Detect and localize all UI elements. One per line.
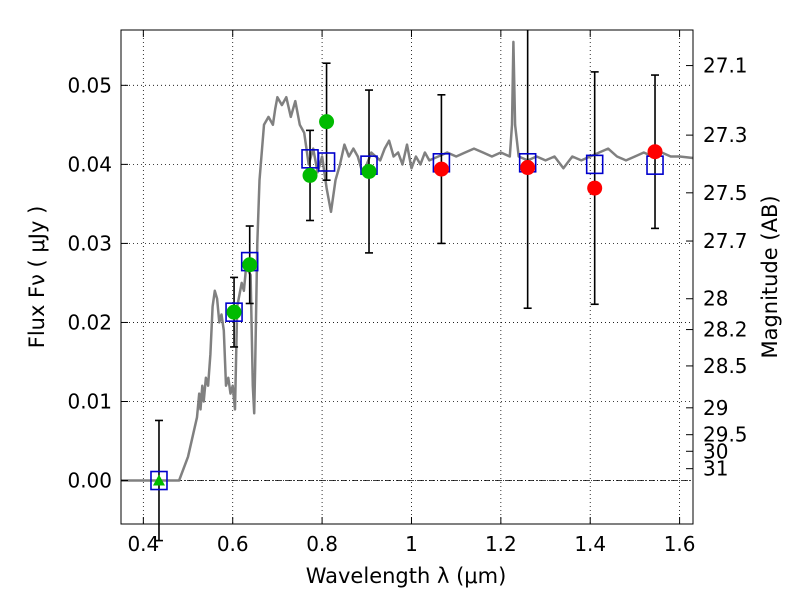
y-tick-label: 0.01 — [67, 389, 112, 413]
y-tick-label: 0.00 — [67, 469, 112, 493]
x-tick-label: 1.2 — [485, 532, 517, 556]
observed-point — [433, 161, 449, 177]
y-axis-label: Flux Fν ( μJy ) — [25, 206, 49, 349]
model-photometry-box — [150, 470, 168, 491]
x-axis-ticks: 0.4 0.6 0.8 1 1.2 1.4 1.6 — [127, 30, 696, 556]
x-axis-label: Wavelength λ (μm) — [306, 564, 507, 588]
y2-tick-label: 28 — [703, 287, 728, 311]
x-tick-label: 0.6 — [217, 532, 249, 556]
y2-tick-label: 27.3 — [703, 123, 748, 147]
y2-tick-label: 27.1 — [703, 54, 748, 78]
x-tick-label: 0.4 — [127, 532, 159, 556]
y2-tick-label: 29.5 — [703, 423, 748, 447]
x-tick-label: 1.4 — [574, 532, 606, 556]
y-tick-label: 0.02 — [67, 310, 112, 334]
observed-point — [242, 257, 258, 273]
y2-tick-label: 30 — [703, 439, 728, 463]
y-tick-label: 0.04 — [67, 152, 112, 176]
y-tick-label: 0.05 — [67, 73, 112, 97]
model-photometry-box — [225, 302, 243, 322]
y-axis-ticks: 0.00 0.01 0.02 0.03 0.04 0.05 — [67, 73, 128, 493]
model-photometry-box — [317, 152, 336, 172]
y2-tick-label: 29 — [703, 396, 728, 420]
y2-tick-label: 28.5 — [703, 354, 748, 378]
x-tick-label: 0.8 — [306, 532, 338, 556]
observed-point — [361, 163, 377, 179]
y-tick-label: 0.03 — [67, 231, 112, 255]
x-tick-label: 1.6 — [664, 532, 696, 556]
observed-point — [319, 114, 335, 130]
observed-photometry-group — [152, 114, 663, 486]
observed-point — [226, 304, 242, 320]
y2-tick-label: 27.7 — [703, 229, 748, 253]
y2-tick-label: 31 — [703, 457, 728, 481]
observed-point — [647, 144, 663, 160]
plot-frame — [120, 29, 694, 525]
model-photometry-box — [585, 154, 604, 175]
y2-axis-label: Magnitude (AB) — [758, 195, 782, 358]
x-tick-label: 1 — [405, 532, 418, 556]
observed-point — [520, 160, 536, 176]
observed-point — [587, 180, 603, 196]
observed-point — [302, 167, 318, 183]
y2-tick-label: 28.2 — [703, 318, 748, 342]
y2-tick-label: 27.5 — [703, 181, 748, 205]
observed-point-triangle — [152, 474, 165, 486]
